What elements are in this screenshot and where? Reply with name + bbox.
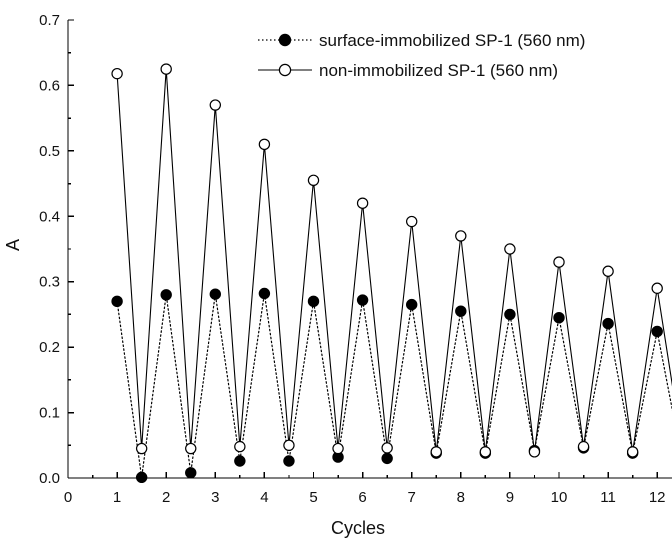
non-immobilized-point bbox=[209, 99, 221, 111]
non-immobilized-point bbox=[258, 138, 271, 151]
surface-immobilized-line bbox=[116, 292, 672, 478]
surface-immobilized-point bbox=[185, 467, 197, 479]
y-axis-title: A bbox=[3, 239, 23, 251]
y-tick-label: 0.3 bbox=[39, 274, 60, 291]
surface-immobilized-point bbox=[258, 287, 271, 300]
x-tick-label: 2 bbox=[162, 489, 170, 506]
surface-immobilized-point bbox=[307, 295, 320, 308]
x-tick-label: 10 bbox=[551, 489, 568, 506]
non-immobilized-point bbox=[381, 442, 393, 454]
y-tick-label: 0.5 bbox=[39, 143, 60, 160]
non-immobilized-point bbox=[455, 230, 467, 242]
surface-immobilized-point bbox=[209, 288, 221, 300]
x-tick-label: 11 bbox=[600, 489, 616, 506]
surface-immobilized-point bbox=[553, 312, 565, 324]
x-tick-label: 7 bbox=[408, 489, 416, 506]
non-immobilized-point bbox=[185, 442, 197, 455]
y-tick-label: 0.0 bbox=[39, 470, 60, 487]
non-immobilized-point bbox=[553, 256, 565, 268]
non-immobilized-point bbox=[135, 442, 148, 455]
legend-surface-immobilized-label: surface-immobilized SP-1 (560 nm) bbox=[319, 31, 585, 50]
legend-non-immobilized-label: non-immobilized SP-1 (560 nm) bbox=[319, 61, 558, 80]
surface-immobilized-point bbox=[111, 295, 123, 308]
non-immobilized-line bbox=[116, 68, 672, 453]
axes-layer: 0.00.10.20.30.40.50.60.70 1 2 3 4 5 6 7 8 9 10 11 12 bbox=[39, 12, 672, 506]
x-tick-label: 0 bbox=[64, 489, 72, 506]
non-immobilized-point bbox=[283, 439, 295, 451]
non-immobilized-point bbox=[577, 440, 590, 453]
x-tick-label: 5 bbox=[309, 489, 317, 506]
surface-immobilized-point bbox=[160, 289, 172, 301]
non-immobilized-point bbox=[356, 197, 369, 209]
surface-immobilized-point bbox=[356, 294, 369, 306]
surface-immobilized-point bbox=[651, 325, 663, 338]
non-immobilized-point bbox=[504, 243, 516, 255]
legend-item-non-immobilized: non-immobilized SP-1 (560 nm) bbox=[258, 61, 558, 80]
y-tick-label: 0.4 bbox=[39, 208, 60, 225]
x-axis-title: Cycles bbox=[331, 518, 385, 538]
x-tick-label: 3 bbox=[211, 489, 219, 506]
surface-immobilized-point bbox=[135, 471, 148, 484]
surface-immobilized-series bbox=[111, 287, 672, 484]
non-immobilized-point bbox=[626, 446, 639, 458]
non-immobilized-point bbox=[307, 174, 320, 186]
non-immobilized-point bbox=[651, 282, 663, 294]
non-immobilized-point bbox=[406, 215, 418, 228]
non-immobilized-point bbox=[479, 446, 492, 458]
x-tick-label: 4 bbox=[260, 489, 268, 506]
surface-immobilized-point bbox=[234, 455, 246, 467]
series-layer bbox=[111, 63, 672, 484]
non-immobilized-point bbox=[160, 63, 172, 75]
y-tick-label: 0.6 bbox=[39, 77, 60, 94]
legend-non-immobilized-marker bbox=[278, 63, 292, 77]
non-immobilized-point bbox=[528, 446, 541, 458]
x-tick-label: 6 bbox=[358, 489, 366, 506]
y-tick-label: 0.7 bbox=[39, 12, 60, 29]
non-immobilized-point bbox=[602, 265, 614, 277]
non-immobilized-series bbox=[111, 63, 672, 458]
legend-item-surface-immobilized: surface-immobilized SP-1 (560 nm) bbox=[258, 31, 585, 50]
surface-immobilized-point bbox=[602, 317, 614, 330]
non-immobilized-point bbox=[430, 446, 442, 458]
surface-immobilized-point bbox=[406, 298, 418, 311]
surface-immobilized-point bbox=[381, 452, 393, 465]
surface-immobilized-point bbox=[283, 455, 295, 467]
y-tick-label: 0.1 bbox=[39, 405, 60, 422]
surface-immobilized-point bbox=[455, 305, 467, 317]
x-tick-label: 1 bbox=[113, 489, 121, 506]
x-tick-label: 9 bbox=[506, 489, 514, 506]
y-tick-label: 0.2 bbox=[39, 339, 60, 356]
non-immobilized-point bbox=[111, 67, 123, 80]
non-immobilized-point bbox=[332, 442, 344, 455]
x-tick-label: 12 bbox=[649, 489, 666, 506]
surface-immobilized-point bbox=[504, 308, 516, 321]
non-immobilized-point bbox=[234, 440, 246, 453]
legend-surface-immobilized-marker bbox=[278, 33, 292, 47]
legend-layer: surface-immobilized SP-1 (560 nm) non-imm… bbox=[258, 31, 585, 80]
x-tick-label: 8 bbox=[457, 489, 465, 506]
